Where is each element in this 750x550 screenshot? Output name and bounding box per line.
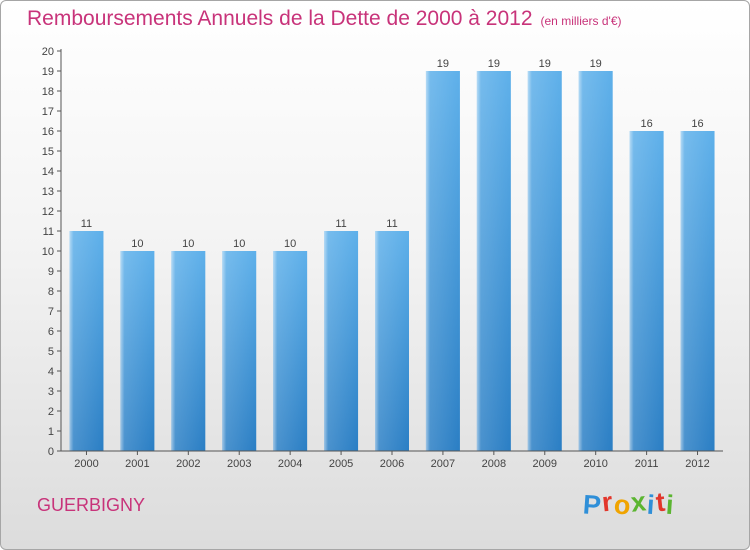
- y-tick-label: 7: [48, 306, 54, 318]
- bar-value-label: 10: [284, 238, 296, 250]
- bar-group: 10: [222, 238, 257, 451]
- bar-group: 11: [324, 218, 359, 451]
- x-tick-label: 2011: [635, 458, 659, 470]
- y-tick-label: 3: [48, 386, 54, 398]
- bar-shine: [680, 131, 715, 451]
- bar-value-label: 11: [335, 218, 346, 230]
- x-tick-label: 2012: [685, 458, 709, 470]
- y-tick-label: 10: [42, 246, 54, 258]
- bar-value-label: 11: [81, 218, 92, 230]
- bar-group: 16: [680, 118, 715, 451]
- bar-group: 11: [69, 218, 104, 451]
- bar-value-label: 19: [539, 58, 551, 70]
- commune-name: GUERBIGNY: [37, 495, 146, 515]
- bar-value-label: 11: [386, 218, 397, 230]
- y-tick-label: 1: [48, 426, 54, 438]
- bar-value-label: 16: [640, 118, 652, 130]
- bar-shine: [425, 71, 460, 451]
- y-tick-label: 6: [48, 326, 54, 338]
- x-tick-label: 2002: [176, 458, 200, 470]
- bar-shine: [69, 231, 104, 451]
- x-tick-label: 2001: [125, 458, 149, 470]
- bar-value-label: 19: [437, 58, 449, 70]
- y-tick-label: 4: [48, 366, 54, 378]
- y-tick-label: 18: [42, 86, 54, 98]
- bar-shine: [476, 71, 511, 451]
- x-axis-ticks: 2000 2001 2002 2003 2004 2005 2006 2007 2008 2009…: [74, 451, 710, 470]
- chart-subtitle: (en milliers d'€): [540, 14, 622, 28]
- chart-title: Remboursements Annuels de la Dette de 20…: [27, 7, 622, 31]
- bars: 11 10 10 10 10 11 11 19 19 19 19 16 16: [69, 58, 715, 451]
- proxiti-logo[interactable]: Proxiti: [582, 486, 676, 521]
- x-tick-label: 2003: [227, 458, 251, 470]
- y-tick-label: 16: [42, 126, 54, 138]
- bar-group: 19: [476, 58, 511, 451]
- x-tick-label: 2005: [329, 458, 353, 470]
- y-tick-label: 11: [43, 226, 54, 238]
- x-tick-label: 2008: [482, 458, 506, 470]
- logo-letter: i: [664, 489, 676, 521]
- bar-group: 10: [171, 238, 206, 451]
- x-tick-label: 2006: [380, 458, 404, 470]
- y-tick-label: 2: [48, 406, 54, 418]
- y-tick-label: 19: [42, 66, 54, 78]
- y-tick-label: 13: [42, 186, 54, 198]
- bar-shine: [629, 131, 664, 451]
- bar-group: 10: [120, 238, 155, 451]
- x-tick-label: 2000: [74, 458, 98, 470]
- bar-value-label: 16: [691, 118, 703, 130]
- bar-group: 19: [425, 58, 460, 451]
- bar-shine: [527, 71, 562, 451]
- bar-value-label: 10: [182, 238, 194, 250]
- x-tick-label: 2010: [583, 458, 607, 470]
- y-tick-label: 8: [48, 286, 54, 298]
- y-tick-label: 12: [42, 206, 54, 218]
- y-tick-label: 9: [48, 266, 54, 278]
- bar-shine: [324, 231, 359, 451]
- x-tick-label: 2009: [533, 458, 557, 470]
- bar-shine: [578, 71, 613, 451]
- y-tick-label: 0: [48, 446, 54, 458]
- bar-shine: [273, 251, 308, 451]
- bar-group: 11: [375, 218, 409, 451]
- y-tick-label: 5: [48, 346, 54, 358]
- bar-group: 19: [578, 58, 613, 451]
- y-tick-label: 17: [42, 106, 54, 118]
- x-tick-label: 2007: [431, 458, 455, 470]
- y-tick-label: 20: [42, 46, 54, 58]
- bar-value-label: 10: [131, 238, 143, 250]
- y-tick-label: 14: [42, 166, 54, 178]
- bar-shine: [375, 231, 409, 451]
- bar-group: 10: [273, 238, 308, 451]
- bar-value-label: 10: [233, 238, 245, 250]
- chart-title-text: Remboursements Annuels de la Dette de 20…: [27, 7, 533, 30]
- y-tick-label: 15: [42, 146, 54, 158]
- bar-shine: [171, 251, 206, 451]
- bar-value-label: 19: [590, 58, 602, 70]
- bar-group: 19: [527, 58, 562, 451]
- bar-value-label: 19: [488, 58, 500, 70]
- bar-shine: [120, 251, 155, 451]
- logo-letter: P: [582, 489, 604, 521]
- bar-group: 16: [629, 118, 664, 451]
- bar-shine: [222, 251, 257, 451]
- x-tick-label: 2004: [278, 458, 302, 470]
